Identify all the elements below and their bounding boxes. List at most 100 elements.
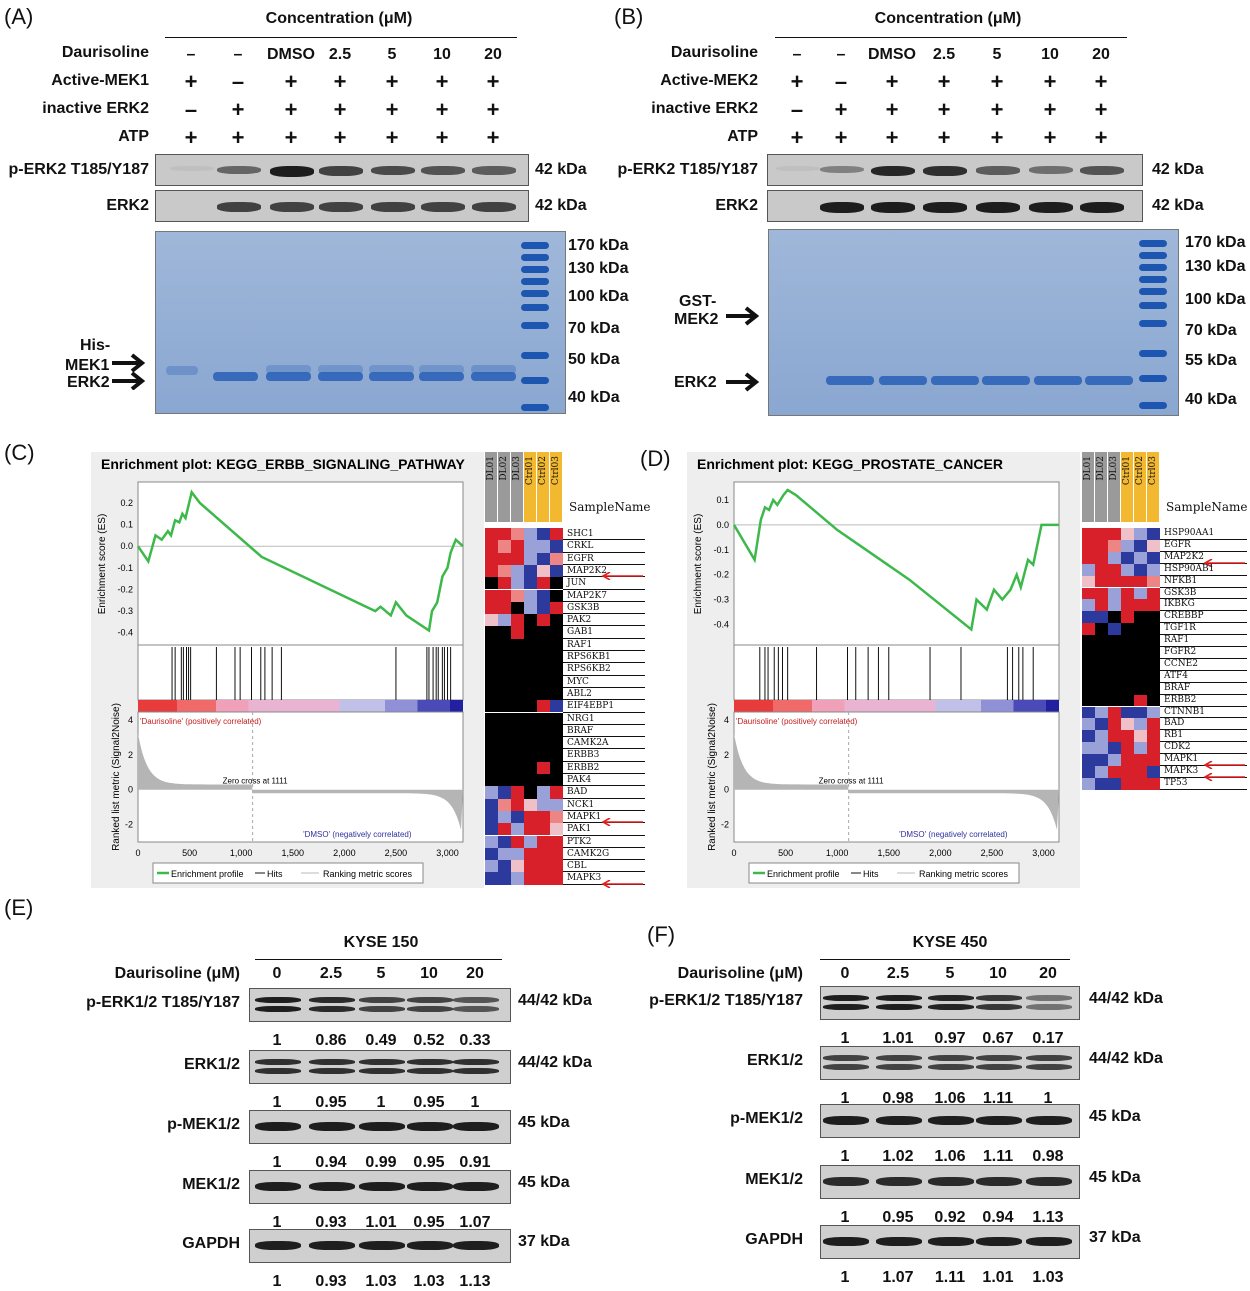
metric-tick: 4: [724, 715, 729, 725]
marker-label: 130 kDa: [1185, 258, 1246, 275]
heatmap-cell: [498, 872, 511, 885]
heatmap-d: DL01 DL02 DL03 Ctrl01 Ctrl02 Ctrl03 SampleName…: [1082, 452, 1248, 790]
gel-band: [1085, 376, 1133, 385]
quant-value: 0.92: [934, 1209, 966, 1226]
heatmap-cell: [550, 614, 563, 627]
sample-name: DL01: [486, 456, 496, 481]
row-rule: [563, 539, 645, 541]
gene-name: MAP2K7: [567, 590, 607, 601]
heatmap-cell: [524, 786, 537, 799]
heatmap-cell: [537, 737, 550, 750]
rank-colorbar-segment: [177, 700, 216, 712]
heatmap-cell: [1147, 599, 1160, 612]
blot-band: [1029, 202, 1073, 213]
row-rule: [563, 600, 645, 602]
es-tick: -0.3: [117, 606, 133, 616]
gene-name: BRAF: [1164, 682, 1191, 693]
sign-mark: –: [231, 69, 245, 94]
heatmap-cell: [1082, 539, 1095, 552]
heatmap-cell: [550, 798, 563, 811]
quant-value: 0.91: [459, 1154, 491, 1171]
sample-name-header: SampleName: [1166, 500, 1248, 514]
metric-tick: 2: [128, 750, 133, 760]
kda-label: 45 kDa: [518, 1174, 570, 1191]
lane-label: –: [792, 46, 802, 63]
sample-header-bar: Ctrl01: [1121, 452, 1133, 522]
heatmap-cell: [1147, 694, 1160, 707]
blot-label: p-ERK1/2 T185/Y187: [649, 992, 803, 1009]
heatmap-cell: [1082, 754, 1095, 766]
row-label: Daurisoline: [670, 44, 758, 61]
heatmap-cell: [1082, 658, 1095, 671]
heatmap-cell: [524, 552, 537, 565]
quant-value: 1.06: [934, 1148, 966, 1165]
heatmap-cell: [1108, 528, 1121, 540]
blot-band: [407, 1006, 453, 1012]
gene-name: CRKL: [567, 541, 594, 552]
ladder-band: [1139, 276, 1167, 283]
heatmap-cell: [1147, 682, 1160, 695]
heatmap-cell: [537, 774, 550, 787]
heatmap-cell: [485, 663, 498, 676]
blot-band: [453, 1182, 499, 1191]
sign-mark: –: [834, 69, 848, 94]
row-rule: [563, 588, 645, 590]
sign-mark: +: [1043, 69, 1057, 94]
heatmap-cell: [524, 601, 537, 615]
marker-label: 40 kDa: [568, 389, 620, 406]
blot-band: [359, 1006, 405, 1012]
blot-label: p-ERK1/2 T185/Y187: [86, 994, 240, 1011]
heatmap-cell: [1082, 706, 1095, 719]
heatmap-cell: [524, 564, 537, 578]
heatmap-cell: [1134, 766, 1147, 778]
heatmap-cell: [524, 835, 537, 848]
heatmap-cell: [498, 700, 511, 713]
heatmap-cell: [485, 651, 498, 664]
heatmap-cell: [498, 786, 511, 799]
x-tick: 1,500: [281, 848, 304, 858]
blot-band: [359, 1122, 405, 1131]
sample-header-bar: Ctrl02: [1134, 452, 1146, 522]
sign-mark: +: [333, 97, 347, 122]
blot-label: p-ERK2 T185/Y187: [617, 161, 758, 178]
blot-band: [820, 166, 864, 174]
kda-label: 42 kDa: [1152, 161, 1204, 178]
heatmap-cell: [1108, 754, 1121, 766]
conc-label: Daurisoline (μM): [114, 965, 240, 982]
sample-name: Ctrl03: [551, 456, 561, 486]
gsea-plot-c: Enrichment plot: KEGG_ERBB_SIGNALING_PAT…: [91, 452, 484, 888]
heatmap-cell: [485, 749, 498, 762]
sign-mark: +: [486, 125, 500, 150]
heatmap-cell: [1095, 670, 1108, 683]
heatmap-cell: [485, 528, 498, 541]
gene-name: BRAF: [567, 725, 594, 736]
heatmap-cell: [485, 577, 498, 590]
metric-tick: 0: [128, 785, 133, 795]
kda-label: 44/42 kDa: [518, 992, 592, 1009]
heatmap-cell: [550, 638, 563, 651]
ladder-band: [521, 322, 549, 329]
gel-arrow-label: His-: [80, 337, 111, 354]
quant-value: 0.52: [413, 1032, 445, 1049]
sample-name: Ctrl02: [1135, 456, 1145, 486]
heatmap-cell: [1082, 647, 1095, 659]
heatmap-cell: [1121, 730, 1134, 743]
heatmap-cell: [1147, 575, 1160, 588]
quant-value: 1: [840, 1269, 850, 1286]
row-rule: [563, 785, 645, 787]
blot-band: [270, 166, 314, 177]
gel-band: [266, 365, 311, 374]
row-rule: [563, 797, 645, 799]
heatmap-cell: [485, 614, 498, 627]
lane-label: 2.5: [886, 965, 910, 982]
blot-band: [1026, 1055, 1072, 1061]
blot-band: [976, 1177, 1022, 1186]
heatmap-cell: [550, 847, 563, 861]
blot-band: [976, 995, 1022, 1001]
blot-band: [823, 1055, 869, 1061]
heatmap-cell: [537, 651, 550, 664]
ladder-band: [1139, 264, 1167, 271]
row-rule: [1160, 622, 1247, 624]
blot-band: [371, 166, 415, 176]
blot-band: [976, 1064, 1022, 1070]
